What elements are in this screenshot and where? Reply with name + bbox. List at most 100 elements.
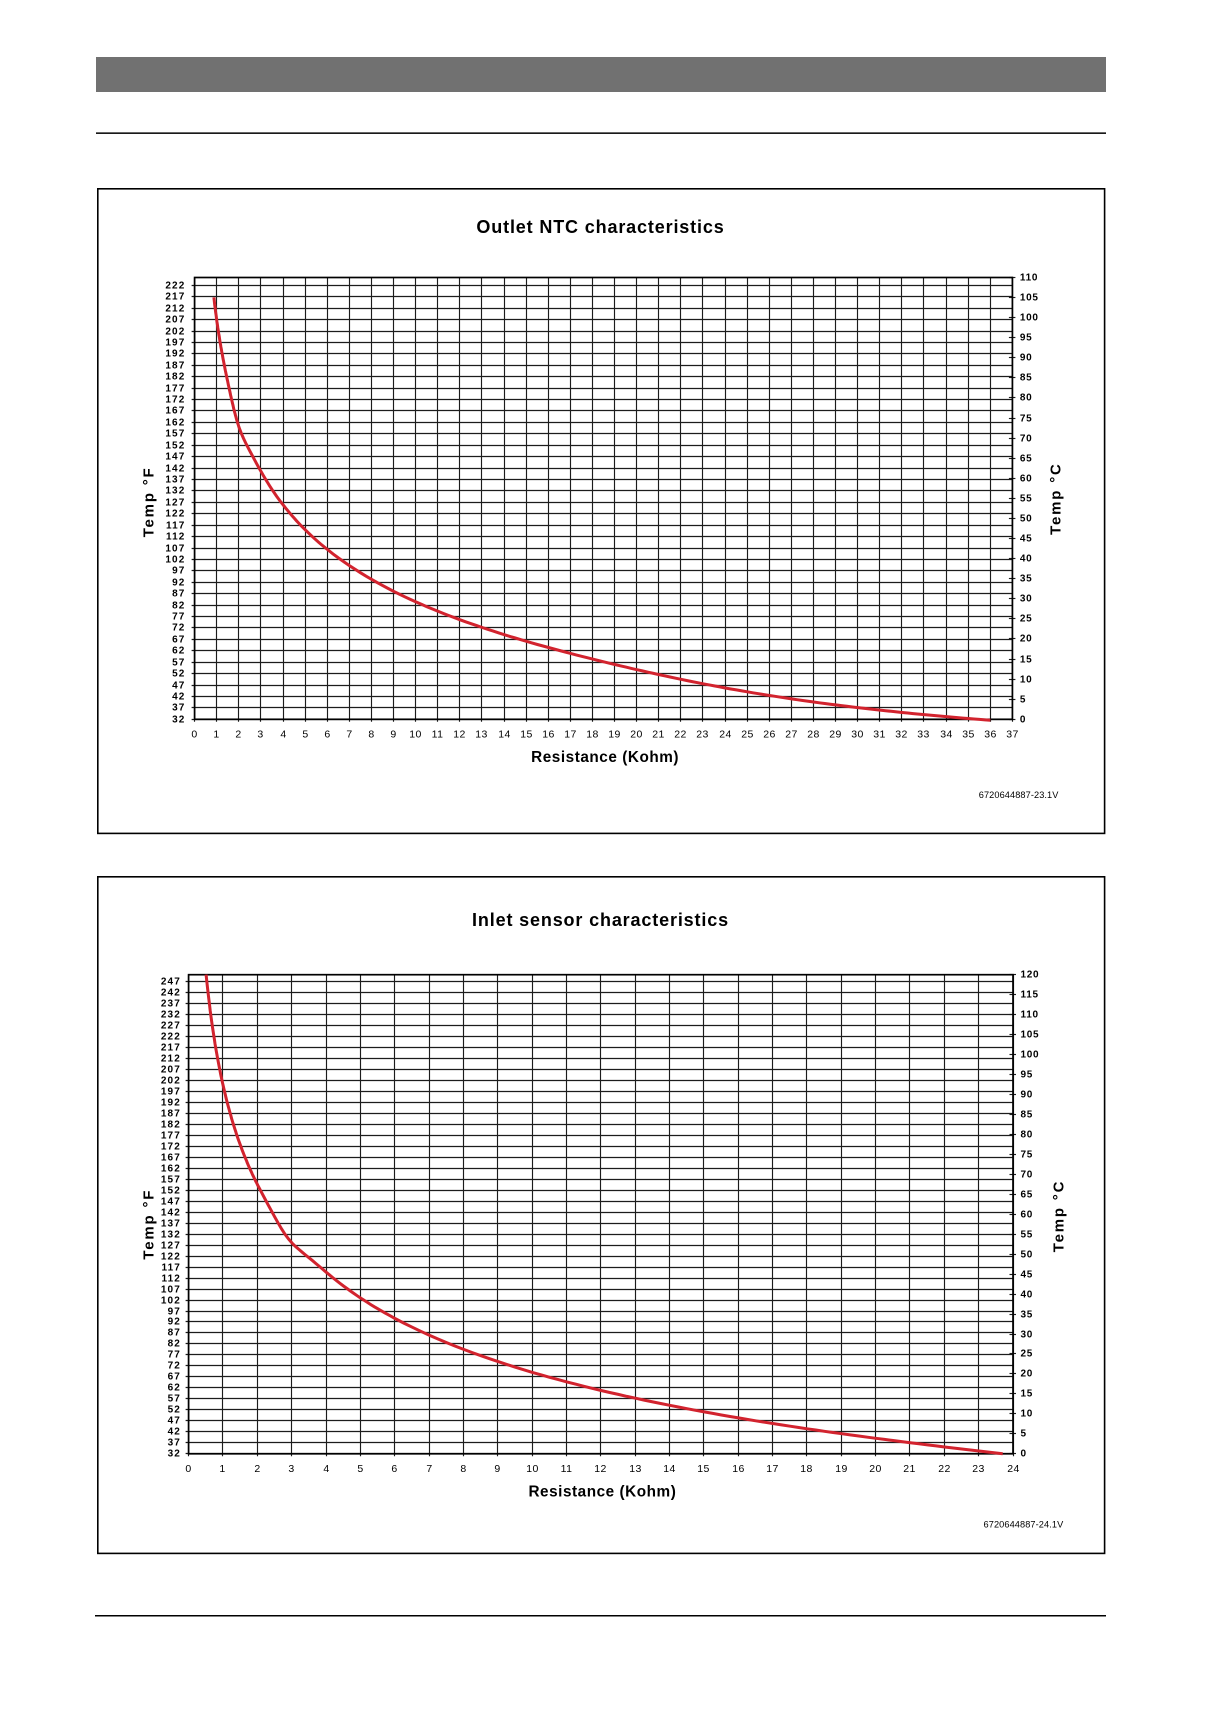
svg-text:35: 35 xyxy=(962,729,974,741)
svg-text:35: 35 xyxy=(1020,573,1033,584)
svg-text:3: 3 xyxy=(257,729,263,741)
svg-text:182: 182 xyxy=(161,1119,181,1130)
svg-text:95: 95 xyxy=(1020,332,1033,343)
svg-text:19: 19 xyxy=(608,729,620,741)
svg-text:10: 10 xyxy=(409,729,421,741)
svg-text:6720644887-23.1V: 6720644887-23.1V xyxy=(979,790,1060,800)
svg-text:212: 212 xyxy=(161,1053,181,1064)
svg-text:70: 70 xyxy=(1021,1169,1034,1180)
svg-text:30: 30 xyxy=(1020,593,1033,604)
svg-text:28: 28 xyxy=(807,729,819,741)
svg-text:62: 62 xyxy=(168,1382,181,1393)
svg-text:25: 25 xyxy=(1020,613,1033,624)
svg-text:9: 9 xyxy=(494,1463,500,1475)
svg-text:10: 10 xyxy=(1021,1408,1034,1419)
svg-text:187: 187 xyxy=(165,360,185,371)
svg-text:14: 14 xyxy=(663,1463,675,1475)
svg-text:55: 55 xyxy=(1021,1229,1034,1240)
svg-text:142: 142 xyxy=(165,463,185,474)
svg-text:122: 122 xyxy=(165,508,185,519)
svg-text:47: 47 xyxy=(168,1415,181,1426)
svg-text:22: 22 xyxy=(674,729,686,741)
svg-text:2: 2 xyxy=(235,729,241,741)
svg-text:102: 102 xyxy=(165,554,185,565)
svg-text:212: 212 xyxy=(165,303,185,314)
svg-text:11: 11 xyxy=(561,1463,573,1475)
svg-text:57: 57 xyxy=(168,1393,181,1404)
svg-text:5: 5 xyxy=(1020,694,1026,705)
svg-text:6: 6 xyxy=(391,1463,397,1475)
svg-text:52: 52 xyxy=(168,1404,181,1415)
svg-text:55: 55 xyxy=(1020,493,1033,504)
svg-text:95: 95 xyxy=(1021,1069,1034,1080)
svg-text:147: 147 xyxy=(165,451,185,462)
svg-text:75: 75 xyxy=(1020,413,1033,424)
svg-text:21: 21 xyxy=(903,1463,915,1475)
svg-text:26: 26 xyxy=(763,729,775,741)
svg-text:15: 15 xyxy=(1020,654,1033,665)
svg-text:107: 107 xyxy=(161,1284,181,1295)
svg-text:12: 12 xyxy=(453,729,465,741)
svg-text:42: 42 xyxy=(168,1426,181,1437)
svg-text:115: 115 xyxy=(1021,989,1039,1000)
svg-text:80: 80 xyxy=(1021,1129,1034,1140)
svg-text:92: 92 xyxy=(172,577,185,588)
svg-text:65: 65 xyxy=(1020,453,1033,464)
svg-text:67: 67 xyxy=(172,634,185,645)
svg-text:32: 32 xyxy=(168,1448,181,1459)
svg-text:2: 2 xyxy=(254,1463,260,1475)
svg-text:24: 24 xyxy=(719,729,731,741)
svg-text:67: 67 xyxy=(168,1371,181,1382)
svg-text:202: 202 xyxy=(165,326,185,337)
svg-text:31: 31 xyxy=(873,729,885,741)
svg-text:25: 25 xyxy=(1021,1348,1034,1359)
svg-text:16: 16 xyxy=(732,1463,744,1475)
svg-text:142: 142 xyxy=(161,1207,181,1218)
svg-text:20: 20 xyxy=(1021,1368,1034,1379)
svg-text:242: 242 xyxy=(161,987,181,998)
svg-text:16: 16 xyxy=(542,729,554,741)
svg-text:42: 42 xyxy=(172,691,185,702)
svg-text:4: 4 xyxy=(323,1463,329,1475)
svg-text:15: 15 xyxy=(520,729,532,741)
svg-text:177: 177 xyxy=(165,383,185,394)
svg-text:217: 217 xyxy=(165,291,185,302)
svg-text:172: 172 xyxy=(161,1141,181,1152)
svg-text:8: 8 xyxy=(368,729,374,741)
svg-text:11: 11 xyxy=(432,729,444,741)
svg-text:207: 207 xyxy=(165,314,185,325)
svg-text:35: 35 xyxy=(1021,1309,1034,1320)
svg-text:5: 5 xyxy=(302,729,308,741)
svg-text:4: 4 xyxy=(280,729,286,741)
svg-text:15: 15 xyxy=(697,1463,709,1475)
svg-text:232: 232 xyxy=(161,1009,181,1020)
svg-text:10: 10 xyxy=(1020,674,1033,685)
svg-text:127: 127 xyxy=(165,497,185,508)
svg-text:65: 65 xyxy=(1021,1189,1034,1200)
svg-text:112: 112 xyxy=(161,1273,180,1284)
svg-text:0: 0 xyxy=(1021,1448,1027,1459)
svg-text:187: 187 xyxy=(161,1108,181,1119)
svg-text:0: 0 xyxy=(185,1463,191,1475)
svg-text:147: 147 xyxy=(161,1196,181,1207)
svg-text:82: 82 xyxy=(168,1338,181,1349)
svg-text:217: 217 xyxy=(161,1042,181,1053)
svg-text:162: 162 xyxy=(165,417,185,428)
svg-text:72: 72 xyxy=(168,1360,181,1371)
svg-text:12: 12 xyxy=(594,1463,606,1475)
svg-text:207: 207 xyxy=(161,1064,181,1075)
svg-text:Temp °C: Temp °C xyxy=(1051,1180,1068,1253)
svg-text:192: 192 xyxy=(161,1097,181,1108)
svg-text:1: 1 xyxy=(213,729,219,741)
svg-text:29: 29 xyxy=(829,729,841,741)
svg-text:Temp °F: Temp °F xyxy=(141,466,158,537)
svg-text:222: 222 xyxy=(165,280,185,291)
svg-text:34: 34 xyxy=(940,729,952,741)
svg-text:1: 1 xyxy=(219,1463,225,1475)
svg-text:14: 14 xyxy=(498,729,510,741)
svg-text:24: 24 xyxy=(1007,1463,1019,1475)
svg-text:50: 50 xyxy=(1020,513,1033,524)
svg-text:157: 157 xyxy=(165,428,185,439)
svg-text:7: 7 xyxy=(346,729,352,741)
svg-text:117: 117 xyxy=(166,520,185,531)
